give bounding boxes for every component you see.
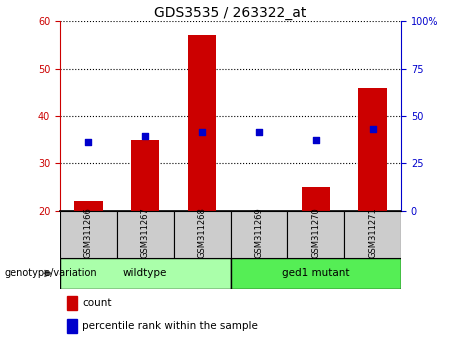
- Text: percentile rank within the sample: percentile rank within the sample: [82, 321, 258, 331]
- Text: wildtype: wildtype: [123, 268, 167, 279]
- Bar: [287, 211, 344, 258]
- Point: [85, 139, 92, 144]
- Bar: [358, 87, 387, 211]
- Bar: [67, 296, 77, 310]
- Bar: [230, 211, 287, 258]
- Bar: [74, 201, 102, 211]
- Text: genotype/variation: genotype/variation: [5, 268, 97, 279]
- Point: [369, 126, 376, 132]
- Point: [255, 129, 263, 135]
- Bar: [60, 211, 117, 258]
- Bar: [174, 211, 230, 258]
- Point: [142, 133, 149, 139]
- Text: GSM311269: GSM311269: [254, 207, 263, 257]
- Text: GSM311266: GSM311266: [84, 207, 93, 258]
- Text: GSM311271: GSM311271: [368, 207, 377, 257]
- Text: count: count: [82, 298, 112, 308]
- Text: ged1 mutant: ged1 mutant: [282, 268, 349, 279]
- Bar: [344, 211, 401, 258]
- Bar: [188, 35, 216, 211]
- Title: GDS3535 / 263322_at: GDS3535 / 263322_at: [154, 6, 307, 20]
- Bar: [230, 258, 401, 289]
- Bar: [301, 187, 330, 211]
- Text: GSM311270: GSM311270: [311, 207, 320, 257]
- Point: [198, 129, 206, 135]
- Text: GSM311268: GSM311268: [198, 207, 207, 258]
- Bar: [60, 258, 230, 289]
- Bar: [67, 319, 77, 333]
- Bar: [117, 211, 174, 258]
- Point: [312, 137, 319, 142]
- Bar: [131, 139, 160, 211]
- Text: GSM311267: GSM311267: [141, 207, 150, 258]
